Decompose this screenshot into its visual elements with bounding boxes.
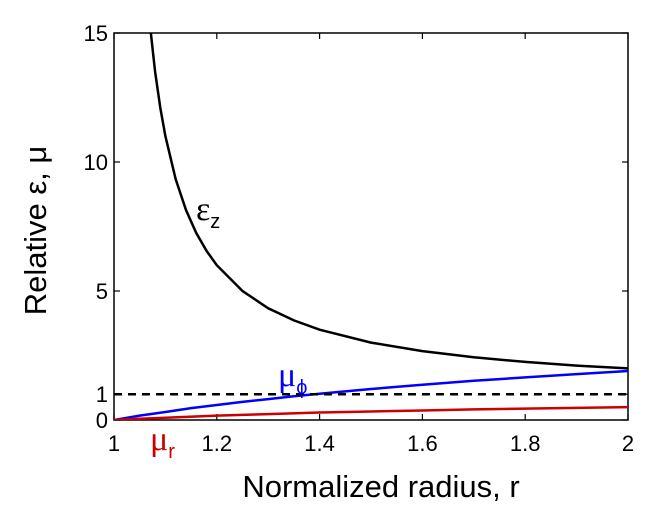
x-axis-label: Normalized radius, r [242,469,519,504]
series-annotation-2: μr [150,421,175,463]
y-tick-label: 10 [84,150,108,175]
series-line-0 [149,33,628,370]
series-line-2 [114,405,628,420]
x-tick-label: 2 [622,431,634,456]
x-tick-label: 1 [108,431,120,456]
plot-frame [113,32,629,421]
series-lines [114,33,628,420]
y-tick-label: 1 [96,382,108,407]
x-tick-label: 1.2 [202,431,233,456]
series-annotation-0: εz [196,191,220,233]
annotations: εz μϕ μr [150,191,307,463]
y-tick-label: 15 [84,21,108,46]
y-tick-label: 5 [96,279,108,304]
y-axis-label: Relative ε, μ [18,146,53,316]
series-annotation-1: μϕ [278,357,307,399]
x-tick-label: 1.8 [510,431,541,456]
x-tick-label: 1.6 [407,431,438,456]
series-line-1 [114,369,628,420]
y-tick-label: 0 [96,408,108,433]
x-tick-label: 1.4 [304,431,335,456]
